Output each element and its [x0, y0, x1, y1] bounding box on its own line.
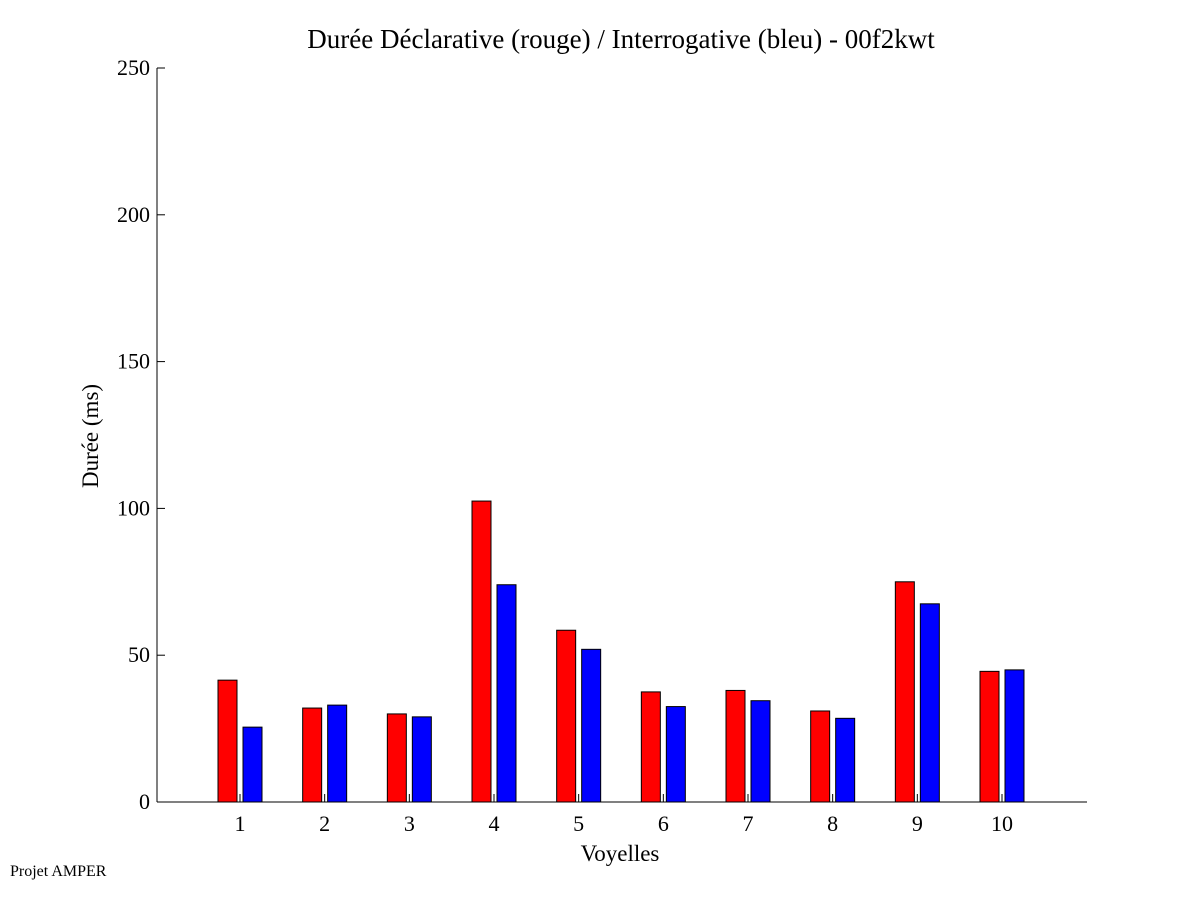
bar	[386, 713, 407, 803]
chart-title: Durée Déclarative (rouge) / Interrogativ…	[307, 24, 935, 54]
bar	[242, 726, 263, 803]
bar	[810, 710, 831, 803]
x-tick-label: 8	[827, 811, 838, 836]
bar	[411, 716, 432, 803]
bar	[750, 700, 771, 803]
bar	[327, 704, 348, 803]
x-tick-label: 3	[404, 811, 415, 836]
x-tick-label: 4	[489, 811, 500, 836]
plot-area: 0 50 100 150 200 250 1 2 3 4 5 6 7 8 9 10	[117, 55, 1087, 836]
bar	[496, 584, 517, 803]
bar	[217, 679, 238, 803]
x-axis-label: Voyelles	[581, 841, 660, 866]
bar	[665, 706, 686, 803]
bar	[471, 500, 492, 803]
footer-credit: Projet AMPER	[10, 863, 107, 880]
y-tick-label: 250	[117, 55, 150, 80]
bar	[556, 629, 577, 803]
y-tick-label: 150	[117, 349, 150, 374]
bar	[919, 603, 940, 803]
x-tick-label: 5	[573, 811, 584, 836]
bar	[894, 581, 915, 803]
bar	[581, 648, 602, 803]
x-tick-label: 1	[235, 811, 246, 836]
x-tick-label: 2	[319, 811, 330, 836]
x-tick-label: 9	[912, 811, 923, 836]
y-axis-label: Durée (ms)	[78, 384, 103, 488]
x-tick-label: 6	[658, 811, 669, 836]
bar	[725, 689, 746, 803]
bar	[835, 717, 856, 803]
bar	[640, 691, 661, 803]
y-tick-label: 50	[128, 642, 150, 667]
y-tick-label: 0	[139, 789, 150, 814]
x-tick-label: 10	[991, 811, 1013, 836]
x-tick-label: 7	[743, 811, 754, 836]
bar	[302, 707, 323, 803]
bar	[1004, 669, 1025, 803]
bar	[979, 670, 1000, 803]
y-tick-label: 100	[117, 495, 150, 520]
y-tick-label: 200	[117, 202, 150, 227]
